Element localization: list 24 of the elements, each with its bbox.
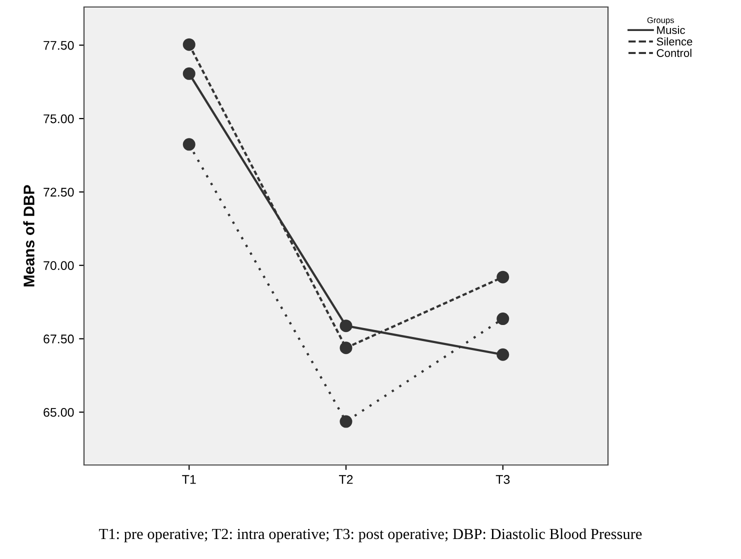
y-tick-label: 67.50 (44, 334, 74, 344)
y-tick-label: 70.00 (44, 261, 74, 270)
y-tick-label: 75.00 (44, 114, 74, 124)
y-tick-label: 77.50 (44, 40, 74, 50)
point (496, 270, 510, 284)
x-tick-label: T1 (182, 475, 196, 484)
legend-label: Control (656, 48, 692, 57)
point (340, 320, 352, 332)
legend-label: Silence (656, 37, 692, 46)
point (182, 138, 196, 151)
point (496, 312, 510, 326)
legend-title: Groups (647, 17, 674, 25)
x-tick-label: T3 (496, 475, 510, 484)
point (182, 67, 196, 80)
y-tick-label: 65.00 (44, 408, 74, 417)
point (340, 415, 352, 428)
point (182, 38, 196, 51)
legend-label: Music (657, 26, 685, 34)
point (496, 348, 510, 361)
x-tick-label: T2 (338, 475, 353, 484)
y-axis-title: Means of DBP (23, 185, 34, 286)
point (340, 342, 352, 354)
text: T1: pre operative; T2: intra operative; T3: post operative; DBP: Diastolic Blood Pressure (99, 528, 642, 542)
y-tick-label: 72.50 (44, 188, 74, 197)
